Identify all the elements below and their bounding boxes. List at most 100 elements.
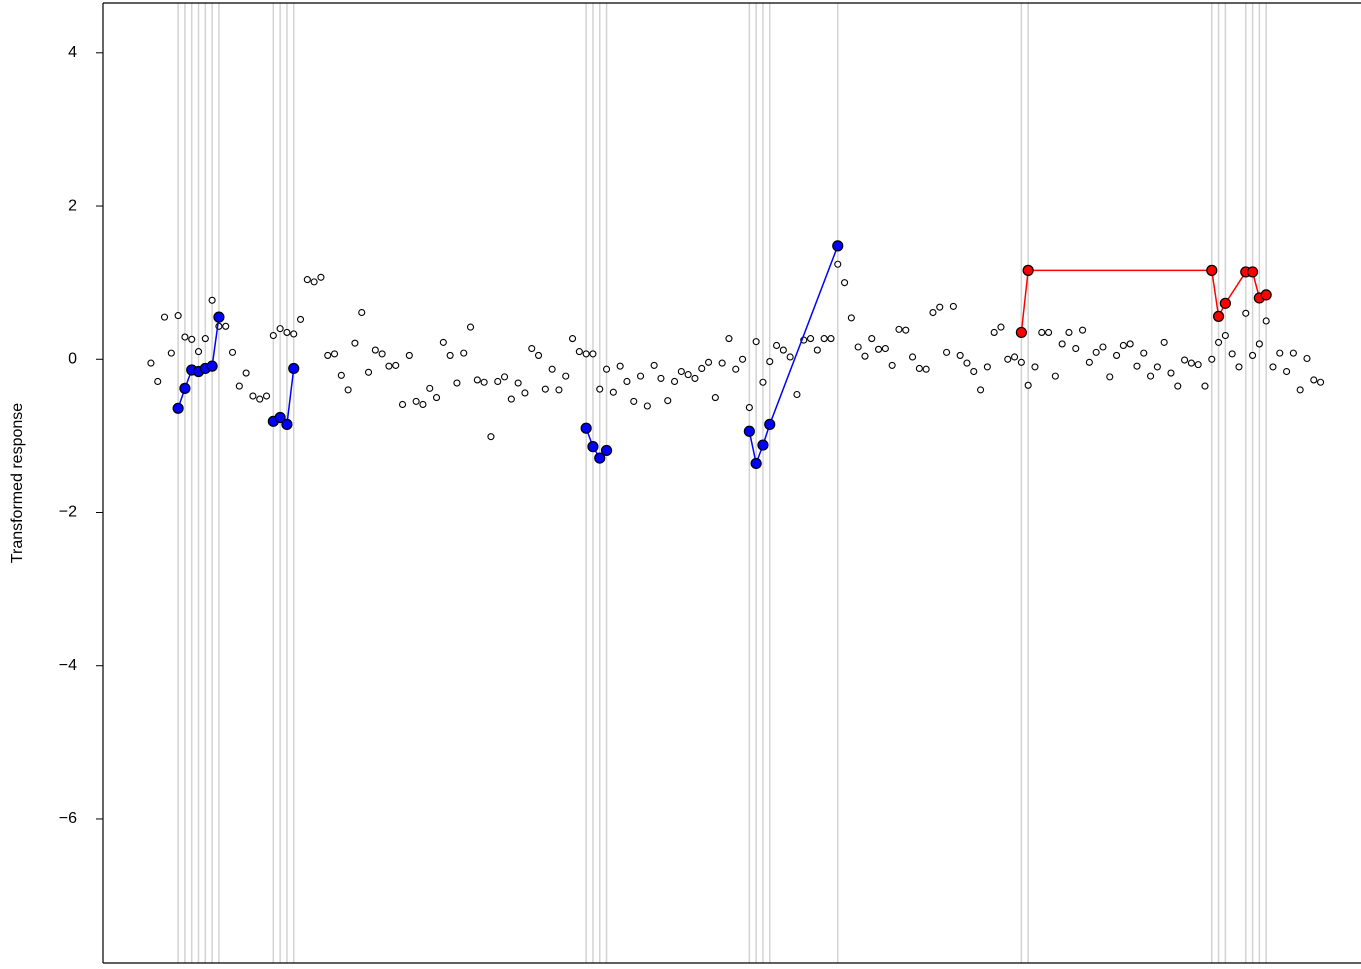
point — [194, 348, 203, 356]
point — [1255, 340, 1263, 348]
point — [1235, 363, 1243, 371]
point — [1126, 340, 1134, 348]
y-tick-label: 4 — [68, 44, 77, 61]
point — [487, 433, 495, 441]
point — [616, 362, 624, 370]
point — [1099, 343, 1107, 351]
point — [385, 362, 393, 370]
point — [1317, 378, 1325, 386]
point — [1262, 317, 1270, 325]
point — [915, 364, 923, 373]
point — [970, 367, 978, 376]
highlight-point — [1015, 326, 1027, 339]
highlight-point — [832, 240, 844, 252]
point — [929, 308, 937, 317]
point — [1283, 367, 1291, 376]
point — [922, 365, 930, 373]
point — [1174, 382, 1182, 390]
point — [875, 345, 883, 353]
point — [589, 350, 597, 358]
point — [249, 392, 257, 400]
point — [902, 326, 910, 334]
point — [1167, 369, 1175, 377]
point — [1092, 348, 1100, 356]
point — [888, 361, 896, 369]
point — [1201, 382, 1209, 390]
point — [310, 278, 318, 286]
highlight-point — [213, 311, 225, 323]
point — [1004, 355, 1012, 363]
point — [895, 325, 903, 333]
point — [188, 335, 196, 343]
point — [1051, 372, 1059, 380]
point — [1221, 331, 1229, 340]
highlight-point — [600, 444, 613, 457]
point — [276, 325, 284, 333]
point — [344, 386, 352, 394]
point — [201, 335, 209, 343]
point — [1289, 349, 1297, 357]
point — [167, 349, 175, 357]
highlight-point — [1246, 266, 1259, 278]
y-tick-label: −2 — [59, 504, 77, 521]
point — [1106, 373, 1114, 381]
point — [541, 385, 549, 393]
point — [432, 394, 441, 402]
point — [575, 348, 583, 356]
point — [1045, 328, 1053, 336]
point — [242, 369, 250, 377]
point — [909, 353, 917, 361]
point — [296, 315, 305, 323]
point — [868, 335, 876, 343]
point — [1296, 386, 1304, 394]
point — [1038, 328, 1046, 336]
point — [664, 397, 672, 405]
point — [861, 352, 869, 360]
point — [650, 361, 658, 369]
point — [228, 348, 237, 356]
point — [854, 343, 862, 351]
point — [1215, 338, 1223, 346]
point — [174, 312, 182, 320]
point — [405, 351, 413, 359]
point — [704, 358, 713, 366]
highlight-point — [1212, 310, 1225, 322]
point — [528, 344, 536, 353]
y-tick-label: 2 — [68, 197, 77, 214]
point — [256, 395, 264, 403]
point — [1140, 349, 1148, 357]
point — [807, 335, 815, 343]
point — [364, 368, 373, 376]
point — [1160, 338, 1168, 346]
y-tick-label: −4 — [59, 657, 77, 674]
point — [1276, 349, 1284, 357]
point — [147, 359, 155, 367]
highlight-point — [281, 418, 293, 430]
point — [990, 328, 998, 336]
point — [378, 350, 386, 358]
point — [303, 276, 311, 284]
point — [847, 314, 855, 322]
highlight-point — [288, 362, 300, 375]
point — [568, 335, 577, 343]
point — [330, 350, 339, 358]
point — [602, 365, 611, 373]
y-tick-label: 0 — [68, 350, 77, 367]
point — [1303, 354, 1311, 363]
point — [290, 330, 298, 338]
point — [1147, 372, 1155, 380]
point — [181, 333, 189, 341]
point — [324, 351, 332, 359]
point — [269, 331, 277, 340]
point — [371, 346, 379, 354]
point — [412, 397, 420, 405]
point — [936, 303, 944, 311]
point — [398, 400, 407, 409]
y-axis-label: Transformed response — [9, 403, 26, 563]
point — [773, 341, 781, 350]
highlight-point — [757, 439, 769, 451]
point — [548, 365, 556, 373]
point — [834, 260, 842, 268]
point — [698, 364, 706, 373]
